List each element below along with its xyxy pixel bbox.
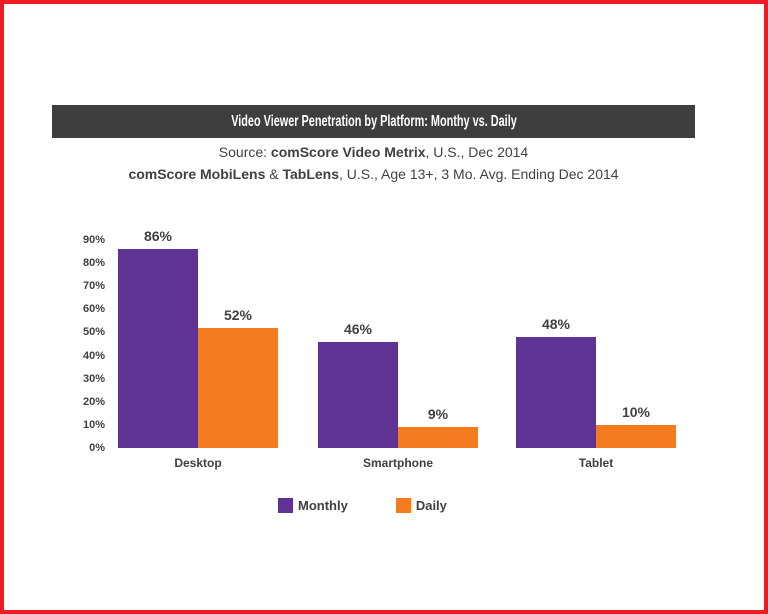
bar-daily-smartphone <box>398 427 478 448</box>
source-suffix-1: , U.S., Dec 2014 <box>425 144 529 160</box>
y-axis-tick-label: 80% <box>82 257 105 270</box>
source-bold-tablens: TabLens <box>282 166 340 182</box>
y-axis-tick-label: 30% <box>82 372 105 385</box>
y-axis-tick-label: 10% <box>82 418 105 431</box>
chart-title: Video Viewer Penetration by Platform: Mo… <box>230 113 517 130</box>
source-suffix-2: , U.S., Age 13+, 3 Mo. Avg. Ending Dec 2… <box>339 166 619 182</box>
legend: Monthly Daily <box>278 498 447 513</box>
y-axis-tick-label: 90% <box>82 234 105 246</box>
y-axis-tick-label: 70% <box>82 280 105 293</box>
source-prefix: Source: <box>218 144 271 160</box>
bar-value-label: 46% <box>343 320 373 337</box>
y-axis-tick-label: 20% <box>82 395 105 408</box>
bar-value-label: 52% <box>223 306 253 323</box>
source-bold-metrix: comScore Video Metrix <box>270 144 426 160</box>
legend-item-daily: Daily <box>395 498 447 513</box>
bar-daily-desktop <box>198 327 278 448</box>
bar-monthly-smartphone <box>318 341 398 448</box>
daily-swatch-icon <box>395 498 411 513</box>
source-mid: & <box>265 166 283 182</box>
bar-daily-tablet <box>596 424 676 448</box>
source-line-2: comScore MobiLens & TabLens, U.S., Age 1… <box>52 166 695 182</box>
x-axis-category-label: Smartphone <box>362 456 433 470</box>
x-axis-category-label: Tablet <box>578 456 614 470</box>
y-axis-tick-label: 0% <box>89 442 105 454</box>
y-axis-tick-label: 50% <box>82 326 105 339</box>
y-axis-tick-label: 40% <box>82 349 105 362</box>
source-bold-mobilens: comScore MobiLens <box>128 166 266 182</box>
y-axis-tick-label: 60% <box>82 303 105 316</box>
bar-monthly-desktop <box>118 249 198 448</box>
bar-value-label: 48% <box>541 316 571 333</box>
monthly-swatch-icon <box>278 498 293 513</box>
bar-value-label: 86% <box>143 228 173 245</box>
bar-value-label: 10% <box>621 403 651 420</box>
legend-item-monthly: Monthly <box>278 498 348 513</box>
x-axis-category-label: Desktop <box>174 456 222 470</box>
chart-title-bar: Video Viewer Penetration by Platform: Mo… <box>52 105 695 138</box>
legend-label-monthly: Monthly <box>298 498 348 513</box>
bar-monthly-tablet <box>516 337 596 448</box>
bar-value-label: 9% <box>427 406 449 423</box>
legend-label-daily: Daily <box>415 498 447 513</box>
source-line-1: Source: comScore Video Metrix, U.S., Dec… <box>52 144 695 160</box>
